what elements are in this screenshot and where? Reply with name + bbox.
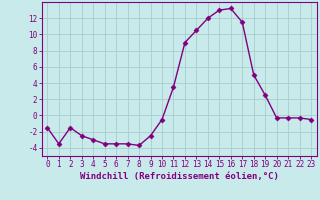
X-axis label: Windchill (Refroidissement éolien,°C): Windchill (Refroidissement éolien,°C): [80, 172, 279, 181]
